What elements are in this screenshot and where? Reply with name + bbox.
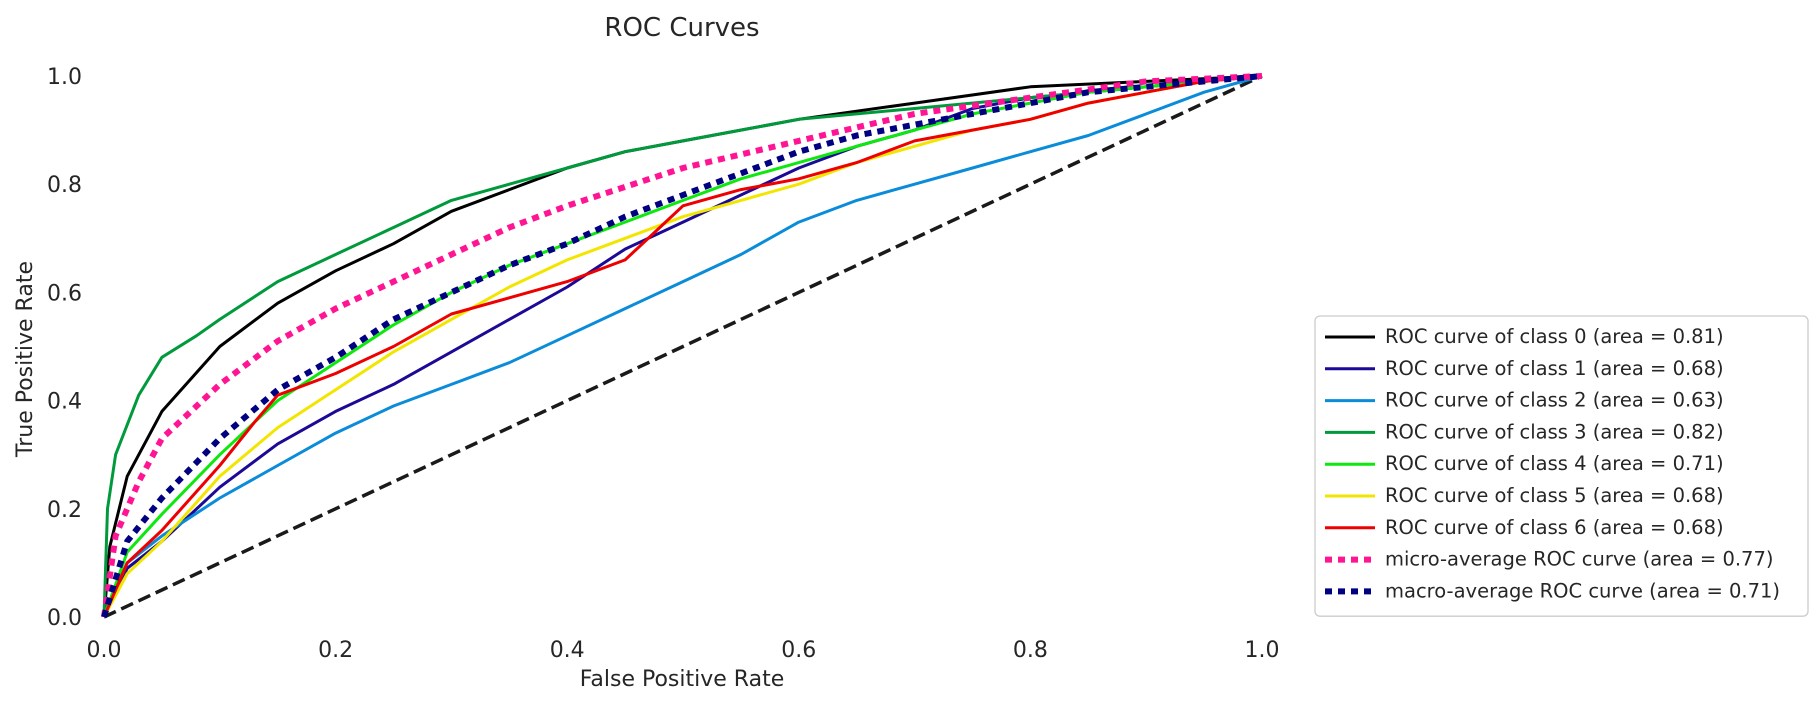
legend-entry: ROC curve of class 0 (area = 0.81) <box>1385 325 1724 348</box>
y-tick-label: 0.2 <box>47 498 82 523</box>
y-tick-label: 0.4 <box>47 390 82 415</box>
legend-entry: ROC curve of class 4 (area = 0.71) <box>1385 452 1724 475</box>
y-tick-label: 0.6 <box>47 281 82 306</box>
legend-entry: macro-average ROC curve (area = 0.71) <box>1385 579 1780 602</box>
x-tick-label: 0.6 <box>781 638 816 663</box>
y-tick-label: 1.0 <box>47 65 82 90</box>
legend-entry: ROC curve of class 6 (area = 0.68) <box>1385 516 1724 539</box>
roc-series-line-7 <box>101 73 1263 618</box>
y-tick-label: 0.0 <box>47 606 82 631</box>
x-axis-label: False Positive Rate <box>580 667 784 692</box>
plot-area <box>101 73 1263 619</box>
legend-frame <box>1314 315 1809 617</box>
roc-series-line-3 <box>102 74 1263 618</box>
legend-entry: micro-average ROC curve (area = 0.77) <box>1385 548 1773 571</box>
legend-entry: ROC curve of class 2 (area = 0.63) <box>1385 389 1724 412</box>
roc-series-line-0 <box>102 74 1263 618</box>
legend-entry: ROC curve of class 5 (area = 0.68) <box>1385 484 1724 507</box>
y-axis-label: True Positive Rate <box>13 261 38 458</box>
y-tick-label: 0.8 <box>47 173 82 198</box>
roc-series-line-8 <box>101 73 1263 618</box>
x-tick-label: 0.2 <box>318 638 353 663</box>
roc-series-line-2 <box>102 74 1263 618</box>
roc-series-line-6 <box>102 74 1263 618</box>
x-axis-ticks: 0.0 0.2 0.4 0.6 0.8 1.0 <box>87 638 1280 663</box>
legend-entry: ROC curve of class 1 (area = 0.68) <box>1385 357 1724 380</box>
legend: ROC curve of class 0 (area = 0.81) ROC cu… <box>1314 315 1809 617</box>
chart-title: ROC Curves <box>604 13 759 43</box>
y-axis-ticks: 0.0 0.2 0.4 0.6 0.8 1.0 <box>47 65 82 631</box>
x-tick-label: 0.8 <box>1013 638 1048 663</box>
x-tick-label: 0.0 <box>87 638 122 663</box>
x-tick-label: 0.4 <box>550 638 585 663</box>
chance-diagonal-line <box>103 74 1263 619</box>
legend-entry: ROC curve of class 3 (area = 0.82) <box>1385 420 1724 443</box>
x-tick-label: 1.0 <box>1245 638 1280 663</box>
